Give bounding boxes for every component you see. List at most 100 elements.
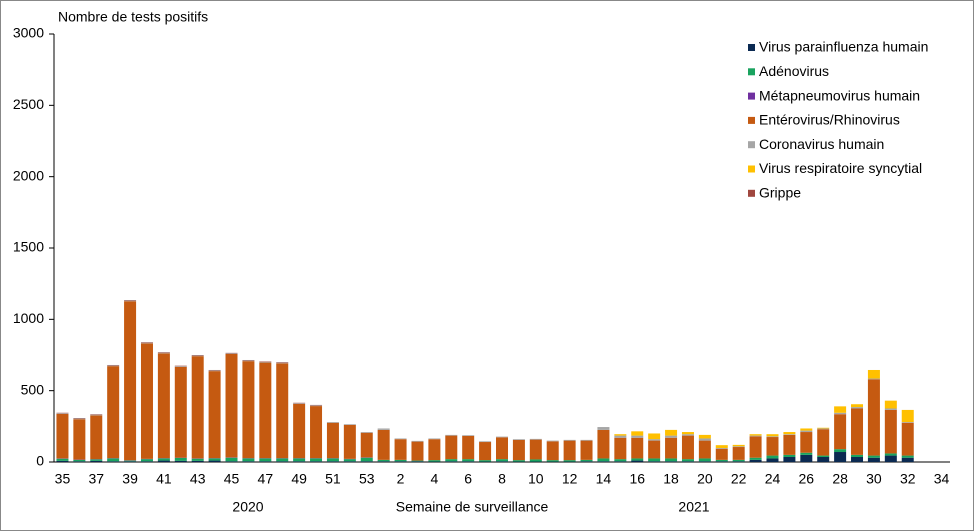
bar-segment	[698, 440, 711, 459]
bar-segment	[512, 439, 525, 440]
bar-segment	[377, 459, 390, 462]
bar-segment	[90, 414, 103, 416]
legend-label: Entérovirus/Rhinovirus	[759, 112, 900, 128]
bar-segment	[411, 461, 424, 462]
bar-segment	[749, 457, 762, 460]
bar-segment	[225, 461, 238, 462]
bar-segment	[225, 457, 238, 462]
bar-segment	[681, 435, 694, 460]
bar-segment	[732, 447, 745, 460]
bar-segment	[90, 415, 103, 460]
bar-segment	[800, 432, 813, 453]
x-tick-label: 30	[866, 471, 882, 487]
x-tick-label: 51	[325, 471, 341, 487]
bar-segment	[326, 422, 339, 423]
bar-segment	[73, 419, 86, 460]
bar-segment	[783, 454, 796, 458]
bar-segment	[867, 369, 880, 379]
bar-segment	[445, 461, 458, 462]
y-tick-label: 2500	[13, 96, 44, 112]
bar-segment	[479, 441, 492, 443]
bar-segment	[411, 440, 424, 442]
bar-segment	[631, 435, 644, 438]
bar-segment	[496, 437, 508, 460]
bar-segment	[73, 459, 86, 462]
legend-swatch	[748, 141, 755, 149]
bar-segment	[614, 437, 627, 460]
x-tick-label: 14	[596, 471, 612, 487]
bar-segment	[665, 435, 678, 438]
x-tick-label: 24	[765, 471, 781, 487]
bar-segment	[800, 454, 813, 462]
bar-segment	[715, 448, 728, 460]
bar-segment	[834, 406, 847, 413]
bar-segment	[191, 356, 204, 459]
bar-segment	[174, 460, 187, 462]
bar-segment	[394, 438, 407, 440]
bar-segment	[529, 459, 542, 462]
bar-segment	[445, 459, 458, 462]
x-tick-label: 26	[799, 471, 815, 487]
bar-segment	[597, 458, 610, 462]
x-tick-label: 35	[55, 471, 71, 487]
bar-segment	[411, 460, 424, 462]
bar-segment	[783, 434, 796, 435]
bar-segment	[293, 403, 306, 459]
bar-segment	[124, 460, 137, 462]
bar-segment	[157, 352, 170, 354]
bar-segment	[749, 459, 762, 462]
bar-segment	[834, 449, 847, 453]
bar-segment	[208, 460, 221, 462]
bar-segment	[360, 432, 373, 458]
bar-segment	[614, 435, 627, 438]
legend-label: Adénovirus	[759, 63, 829, 79]
bar-segment	[394, 459, 407, 462]
bar-segment	[851, 404, 864, 408]
bar-segment	[140, 343, 153, 459]
bar-segment	[580, 461, 593, 462]
bar-segment	[394, 439, 407, 460]
bar-segment	[749, 435, 762, 437]
bar-segment	[766, 437, 779, 456]
bar-segment	[563, 439, 576, 441]
bar-segment	[310, 461, 323, 462]
bar-segment	[428, 460, 441, 462]
bar-segment	[766, 455, 779, 459]
bar-segment	[800, 430, 813, 433]
bar-segment	[73, 418, 86, 420]
bar-segment	[208, 370, 221, 372]
bar-segment	[479, 442, 492, 461]
bar-segment	[56, 458, 69, 461]
bar-segment	[529, 439, 542, 460]
bar-segment	[428, 439, 441, 461]
bar-segment	[546, 460, 559, 462]
bar-segment	[377, 429, 390, 460]
bar-segment	[496, 436, 508, 438]
bar-segment	[614, 434, 627, 436]
bar-segment	[360, 461, 373, 462]
bar-segment	[462, 461, 475, 462]
bar-segment	[157, 460, 170, 462]
bar-segment	[698, 461, 711, 462]
year-label: 2021	[678, 499, 709, 515]
bar-segment	[293, 458, 306, 462]
bar-segment	[326, 422, 339, 459]
bar-segment	[766, 434, 779, 437]
bar-segment	[648, 458, 661, 462]
bar-segment	[276, 458, 289, 462]
y-tick-label: 1500	[13, 239, 44, 255]
bar-segment	[462, 459, 475, 462]
bar-segment	[563, 440, 576, 461]
bar-segment	[90, 459, 103, 461]
legend-swatch	[748, 44, 755, 51]
bar-segment	[715, 459, 728, 462]
bar-segment	[851, 454, 864, 458]
bar-segment	[462, 435, 475, 460]
y-tick-label: 0	[36, 453, 44, 469]
bar-segment	[901, 455, 914, 458]
bar-segment	[665, 429, 678, 436]
bar-segment	[901, 409, 914, 423]
x-tick-label: 12	[562, 471, 578, 487]
bar-segment	[293, 403, 306, 404]
bar-segment	[343, 461, 356, 462]
